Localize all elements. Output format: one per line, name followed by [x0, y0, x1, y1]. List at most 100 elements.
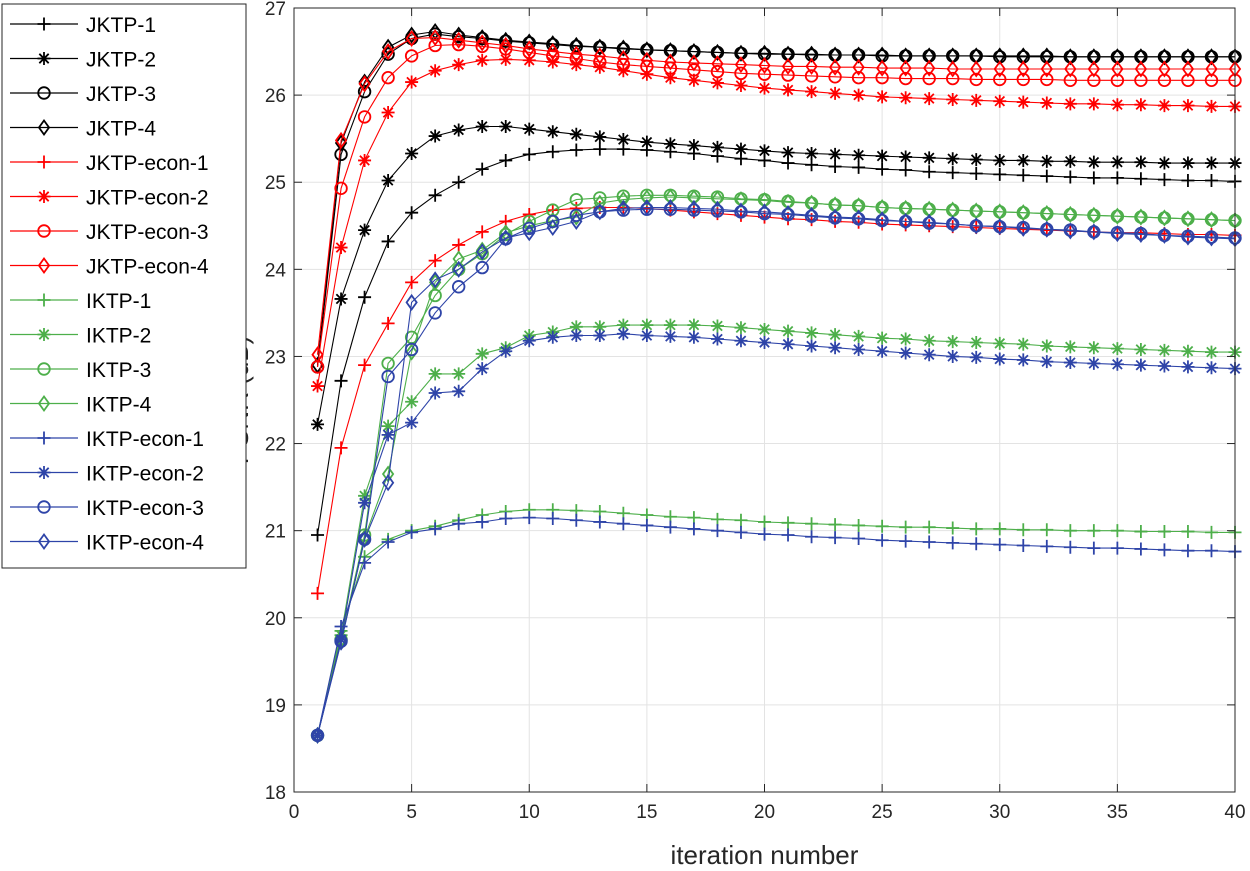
data-point-iktp-econ-1 [569, 513, 583, 527]
data-point-iktp-econ-1 [1134, 542, 1148, 556]
data-point-iktp-4 [1064, 205, 1077, 223]
data-point-jktp-econ-3 [1016, 72, 1030, 87]
data-point-jktp-econ-1 [405, 275, 419, 289]
data-point-jktp-econ-1 [358, 358, 372, 372]
data-point-iktp-1 [993, 522, 1007, 536]
data-point-iktp-2 [852, 329, 866, 343]
data-point-iktp-econ-3 [381, 369, 395, 384]
data-point-jktp-2 [663, 137, 677, 151]
legend-item-iktp-econ-1: IKTP-econ-1 [10, 428, 204, 451]
data-point-jktp-econ-4 [687, 54, 701, 72]
data-point-iktp-econ-4 [1040, 220, 1053, 238]
data-point-jktp-1 [899, 163, 913, 177]
x-tick-label: 5 [406, 802, 417, 823]
data-point-jktp-2 [899, 150, 913, 164]
series-line-jktp-1 [316, 148, 1236, 536]
data-point-iktp-econ-2 [405, 416, 419, 430]
data-point-iktp-econ-2 [710, 332, 724, 346]
data-point-iktp-1 [687, 511, 701, 525]
data-point-iktp-econ-1 [922, 535, 936, 549]
data-point-jktp-econ-2 [1016, 95, 1030, 109]
data-point-iktp-2 [616, 318, 630, 332]
data-point-iktp-econ-4 [452, 260, 465, 278]
legend-label-iktp-econ-1: IKTP-econ-1 [86, 428, 204, 451]
data-point-jktp-econ-4 [1181, 60, 1195, 78]
data-point-iktp-econ-4 [617, 199, 630, 217]
legend-item-jktp-3: JKTP-3 [10, 83, 156, 106]
data-point-jktp-2 [1087, 155, 1101, 169]
legend-marker-jktp-econ-2 [37, 190, 51, 203]
legend-item-iktp-4: IKTP-4 [10, 394, 152, 417]
data-point-iktp-1 [852, 518, 866, 532]
data-point-iktp-2 [828, 328, 842, 342]
legend-marker-jktp-3 [37, 86, 51, 100]
data-point-jktp-econ-3 [687, 63, 701, 77]
data-point-iktp-econ-4 [899, 212, 912, 230]
data-point-iktp-econ-4 [664, 198, 677, 217]
data-point-jktp-2 [1063, 154, 1077, 168]
data-point-iktp-econ-1 [1016, 538, 1030, 552]
data-point-jktp-1 [381, 234, 395, 248]
series-line-jktp-econ-4 [316, 37, 1235, 355]
legend-label-iktp-1: IKTP-1 [86, 290, 151, 313]
data-point-jktp-econ-4 [852, 58, 865, 76]
legend-label-jktp-econ-2: JKTP-econ-2 [86, 187, 209, 210]
data-point-jktp-econ-2 [899, 91, 913, 105]
data-point-iktp-econ-2 [899, 346, 913, 360]
data-point-jktp-2 [710, 140, 724, 154]
data-point-jktp-2 [616, 133, 630, 147]
legend-item-iktp-econ-4: IKTP-econ-4 [10, 532, 204, 555]
data-point-jktp-econ-2 [452, 58, 466, 72]
data-point-iktp-1 [1181, 525, 1195, 539]
data-point-iktp-econ-1 [452, 517, 466, 531]
data-point-iktp-2 [969, 336, 983, 350]
legend-marker-iktp-4 [37, 394, 51, 413]
data-point-iktp-econ-2 [875, 344, 889, 358]
data-point-jktp-econ-2 [663, 71, 677, 85]
y-tick-label: 26 [265, 86, 286, 107]
data-point-jktp-1 [993, 167, 1007, 181]
data-point-iktp-4 [1181, 210, 1195, 228]
data-point-jktp-2 [593, 130, 607, 144]
data-point-iktp-4 [476, 241, 489, 259]
data-point-jktp-1 [452, 175, 466, 189]
data-point-iktp-econ-1 [1181, 544, 1195, 558]
data-point-iktp-2 [1063, 340, 1077, 354]
data-point-jktp-2 [428, 129, 442, 143]
legend-label-jktp-econ-3: JKTP-econ-3 [86, 221, 209, 244]
data-point-jktp-4 [429, 22, 442, 41]
legend-marker-iktp-econ-1 [37, 431, 51, 445]
data-point-iktp-econ-2 [781, 337, 795, 351]
data-point-iktp-econ-2 [805, 339, 819, 353]
data-point-jktp-econ-4 [358, 75, 371, 93]
data-point-jktp-econ-4 [546, 43, 559, 61]
data-point-iktp-1 [875, 519, 889, 533]
data-point-iktp-econ-2 [1157, 359, 1171, 373]
data-point-jktp-econ-2 [640, 67, 654, 81]
data-point-jktp-1 [828, 160, 842, 174]
data-point-iktp-2 [875, 331, 889, 345]
data-point-iktp-1 [1063, 524, 1077, 538]
data-point-jktp-econ-4 [1205, 60, 1218, 78]
legend-label-iktp-2: IKTP-2 [86, 325, 151, 348]
data-point-iktp-econ-4 [1134, 225, 1148, 244]
data-point-iktp-econ-2 [1016, 353, 1030, 367]
data-point-jktp-econ-1 [569, 201, 583, 215]
data-point-jktp-econ-4 [1017, 60, 1030, 78]
data-point-jktp-1 [969, 167, 983, 181]
legend-item-iktp-2: IKTP-2 [10, 325, 151, 348]
data-point-iktp-econ-1 [546, 511, 560, 525]
data-point-jktp-econ-2 [1110, 98, 1124, 112]
data-point-jktp-1 [805, 158, 819, 172]
tick-layer: 0 5 10 15 20 25 30 35 40 18 19 20 21 22 23 24 25 26 27 [265, 0, 1246, 823]
data-point-jktp-econ-2 [828, 86, 842, 100]
data-point-iktp-1 [1087, 524, 1101, 538]
data-point-iktp-econ-4 [1181, 228, 1195, 246]
data-point-jktp-2 [946, 152, 960, 166]
legend-marker-jktp-econ-4 [37, 256, 51, 275]
x-tick-label: 40 [1224, 802, 1245, 823]
data-point-iktp-1 [1040, 523, 1054, 537]
data-point-iktp-econ-1 [1063, 540, 1077, 554]
data-point-jktp-2 [640, 135, 654, 149]
data-point-iktp-2 [899, 332, 913, 346]
